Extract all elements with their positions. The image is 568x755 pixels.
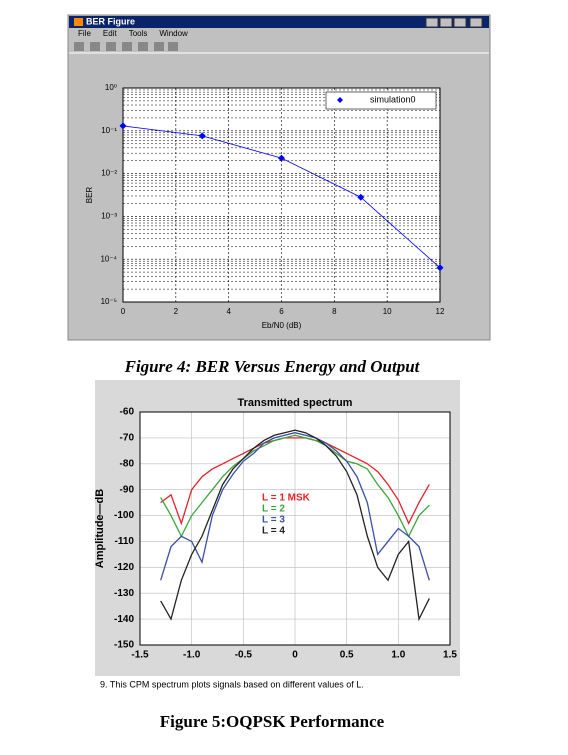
y-tick-label: -100 [114,510,134,521]
plot-frame [122,87,441,303]
x-tick-label: -1.0 [183,650,201,661]
x-tick-label: -0.5 [235,650,253,661]
x-tick-label: 4 [226,307,231,316]
x-tick-label: 10 [383,307,392,316]
marker [198,132,206,140]
y-tick-label: 10⁻² [101,169,117,178]
y-tick-label: -120 [114,562,134,573]
window-buttons[interactable] [425,17,483,28]
legend-label: L = 3 [262,515,285,526]
tool-icon[interactable] [138,42,148,51]
title-bar [69,16,489,28]
button[interactable] [425,17,439,28]
button[interactable] [453,17,467,28]
menu-item[interactable]: File [78,29,91,38]
legend-box [325,91,437,110]
plot-frame [139,411,451,646]
x-tick-label: 0 [292,650,298,661]
caption: Figure 4: BER Versus Energy and Output [124,357,421,376]
menu-item[interactable]: Edit [103,29,118,38]
menu-bar: File Edit Tools Window [78,29,188,38]
y-tick-label: -140 [114,614,134,625]
chart-note: 9. This CPM spectrum plots signals based… [100,679,364,689]
y-tick-label: -80 [120,458,135,469]
y-tick-label: 10⁻¹ [101,126,117,135]
marker [436,264,444,272]
toolbar [74,42,178,51]
marker [278,154,285,162]
marker [357,193,365,201]
app-icon [74,18,83,26]
x-tick-label: 0 [121,307,126,316]
menu-item[interactable]: Tools [129,29,148,38]
plot-area [123,88,440,302]
x-tick-label: 1.5 [443,650,457,661]
y-tick-label: 10⁻³ [101,212,117,221]
x-tick-label: 1.0 [391,650,405,661]
tool-icon[interactable] [122,42,132,51]
tool-icon[interactable] [106,42,116,51]
x-axis-label: Eb/N0 (dB) [262,321,302,330]
y-axis-label: BER [85,187,94,204]
x-tick-label: 12 [436,307,445,316]
button[interactable] [439,17,453,28]
caption: Figure 5:OQPSK Performance [160,712,385,731]
y-tick-label: -110 [115,536,135,547]
marker [119,122,127,130]
tool-icon[interactable] [154,42,164,51]
x-tick-label: 2 [174,307,179,316]
tool-icon[interactable] [168,42,178,51]
series-line [160,434,430,538]
x-tick-label: 0.5 [340,650,354,661]
series-line [160,432,430,581]
chart-title: Transmitted spectrum [238,397,353,409]
button[interactable] [469,17,483,28]
legend-label: L = 1 MSK [262,493,311,504]
y-tick-label: 10⁻⁴ [100,254,117,263]
y-tick-label: 10⁰ [105,83,117,92]
x-tick-label: -1.5 [131,650,149,661]
x-tick-label: 6 [279,307,284,316]
series-line [160,437,430,526]
tool-icon[interactable] [74,42,84,51]
legend-label: L = 4 [262,526,285,537]
menu-item[interactable]: Window [159,29,188,38]
y-tick-label: -60 [120,407,135,418]
y-tick-label: 10⁻⁵ [101,297,117,306]
x-tick-label: 8 [332,307,337,316]
y-tick-label: -90 [120,484,135,495]
y-tick-label: -70 [120,433,135,444]
y-axis-label: Amplitude—dB [94,489,106,568]
legend-marker [337,97,343,103]
legend-label: L = 2 [262,504,285,515]
window-title: BER Figure [86,16,135,26]
y-tick-label: -130 [114,588,134,599]
legend-label: simulation0 [370,94,416,104]
series-line [160,429,430,622]
y-tick-label: -150 [114,640,134,651]
tool-icon[interactable] [90,42,100,51]
